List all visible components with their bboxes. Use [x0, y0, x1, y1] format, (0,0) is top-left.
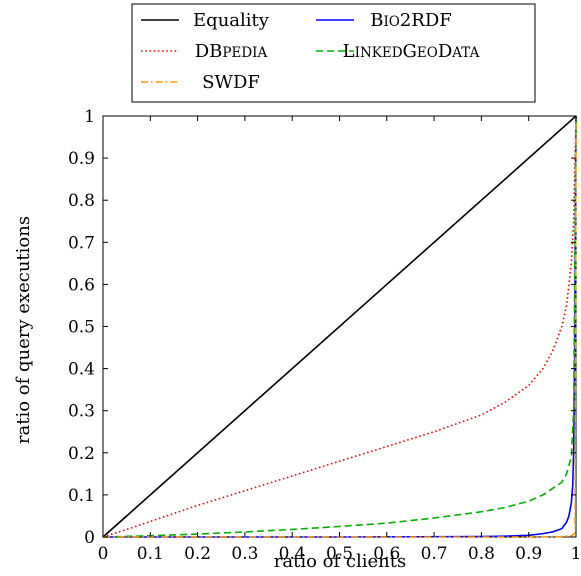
x-axis: 0 0.1 0.2 0.3 0.4 0.5 0.6 0.7 0.8 0.9 1 — [98, 116, 581, 564]
y-tick-label: 0 — [84, 528, 95, 548]
series-line-equality — [102, 115, 577, 538]
x-tick-label: 0.2 — [184, 544, 211, 564]
y-tick-label: 0.8 — [68, 191, 95, 211]
y-tick-label: 0.1 — [68, 486, 95, 506]
y-tick-label: 0.5 — [68, 318, 95, 338]
y-tick-label: 0.3 — [68, 402, 95, 422]
x-tick-label: 0.1 — [137, 544, 164, 564]
series-line-linkedgeodata — [102, 115, 577, 538]
legend: Equality BIO2RDF DBPEDIA LINKEDGEODATA SWDF — [131, 3, 536, 103]
x-tick-label: 0.3 — [231, 544, 258, 564]
legend-label-linkedgeodata: LINKEDGEODATA — [343, 41, 480, 62]
x-axis-label: ratio of clients — [274, 551, 406, 572]
x-tick-label: 0.6 — [373, 544, 400, 564]
legend-label-equality: Equality — [193, 10, 270, 31]
y-tick-label: 0.6 — [68, 275, 95, 295]
series-line-dbpedia — [102, 115, 577, 538]
x-tick-label: 0.8 — [468, 544, 495, 564]
y-tick-label: 0.4 — [68, 360, 95, 380]
x-tick-label: 0.5 — [326, 544, 353, 564]
x-tick-label: 0.4 — [279, 544, 306, 564]
x-tick-label: 0.9 — [515, 544, 542, 564]
x-tick-label: 1 — [571, 544, 581, 564]
y-axis: 0 0.1 0.2 0.3 0.4 0.5 0.6 0.7 0.8 0.9 1 — [68, 107, 576, 548]
y-tick-label: 0.7 — [68, 233, 95, 253]
y-tick-label: 0.2 — [68, 444, 95, 464]
legend-label-dbpedia: DBPEDIA — [195, 41, 268, 62]
y-axis-label: ratio of query executions — [13, 216, 34, 444]
x-tick-label: 0.7 — [421, 544, 448, 564]
legend-label-swdf: SWDF — [202, 72, 260, 93]
x-tick-label: 0 — [98, 544, 109, 564]
plot-area — [102, 115, 577, 538]
legend-label-bio2rdf: BIO2RDF — [370, 10, 452, 31]
y-tick-label: 1 — [84, 107, 95, 127]
y-tick-label: 0.9 — [68, 149, 95, 169]
series-line-swdf — [103, 115, 577, 538]
